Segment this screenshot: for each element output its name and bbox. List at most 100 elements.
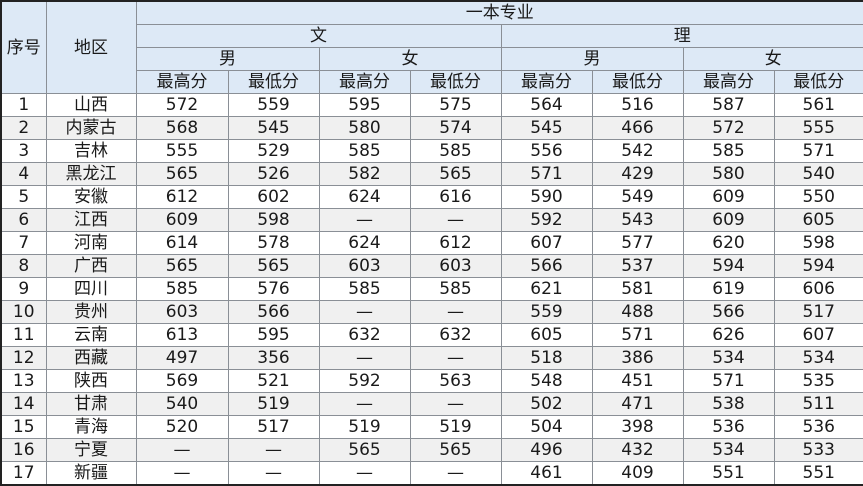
table-row: 1 山西 572 559 595 575 564 516 587 561 [0, 93, 863, 117]
score-cell: 612 [135, 185, 229, 209]
header-stream-arts: 文 [135, 24, 502, 48]
score-cell: 461 [500, 461, 593, 486]
score-cell: 603 [135, 300, 229, 324]
row-region: 云南 [45, 323, 137, 347]
score-cell: 502 [500, 392, 593, 416]
row-region: 广西 [45, 254, 137, 278]
score-cell: — [318, 300, 411, 324]
score-cell: 594 [682, 254, 775, 278]
score-cell: 386 [591, 346, 684, 370]
score-cell: 582 [318, 162, 411, 186]
score-cell: 529 [227, 139, 320, 163]
score-cell: 607 [500, 231, 593, 255]
score-cell: 598 [227, 208, 320, 232]
table-row: 9 四川 585 576 585 585 621 581 619 606 [0, 277, 863, 301]
score-cell: 535 [773, 369, 863, 393]
score-cell: — [409, 346, 502, 370]
header-index: 序号 [0, 0, 47, 94]
score-cell: 603 [409, 254, 502, 278]
score-cell: 534 [682, 438, 775, 462]
score-cell: 614 [135, 231, 229, 255]
row-index: 17 [0, 461, 47, 486]
score-cell: 569 [135, 369, 229, 393]
score-cell: 451 [591, 369, 684, 393]
score-cell: 592 [500, 208, 593, 232]
row-region: 宁夏 [45, 438, 137, 462]
score-cell: 632 [409, 323, 502, 347]
score-cell: 516 [591, 93, 684, 117]
score-cell: 521 [227, 369, 320, 393]
table-row: 6 江西 609 598— —592 543 609 605 [0, 208, 863, 232]
score-cell: 580 [318, 116, 411, 140]
score-cell: 581 [591, 277, 684, 301]
score-cell: 533 [773, 438, 863, 462]
score-cell: 555 [135, 139, 229, 163]
header-gender: 女 [318, 47, 502, 71]
score-cell: 619 [682, 277, 775, 301]
score-cell: 565 [227, 254, 320, 278]
score-cell: 606 [773, 277, 863, 301]
score-cell: — [409, 300, 502, 324]
row-index: 11 [0, 323, 47, 347]
score-cell: — [318, 346, 411, 370]
row-region: 四川 [45, 277, 137, 301]
score-cell: 587 [682, 93, 775, 117]
score-cell: 565 [409, 438, 502, 462]
score-cell: 621 [500, 277, 593, 301]
table-row: 3 吉林 555 529 585 585 556 542 585 571 [0, 139, 863, 163]
row-index: 8 [0, 254, 47, 278]
score-cell: 605 [773, 208, 863, 232]
header-min-score: 最低分 [773, 70, 863, 94]
table-row: 16 宁夏 — —565 565 496 432 534 533 [0, 438, 863, 462]
score-cell: — [409, 392, 502, 416]
score-cell: 609 [682, 185, 775, 209]
score-cell: 551 [682, 461, 775, 486]
score-cell: 559 [227, 93, 320, 117]
row-index: 2 [0, 116, 47, 140]
score-cell: 585 [135, 277, 229, 301]
score-cell: 575 [409, 93, 502, 117]
score-cell: 517 [227, 415, 320, 439]
score-cell: 620 [682, 231, 775, 255]
score-cell: 598 [773, 231, 863, 255]
score-cell: 432 [591, 438, 684, 462]
score-cell: 566 [500, 254, 593, 278]
table-row: 7 河南 614 578 624 612 607 577 620 598 [0, 231, 863, 255]
row-region: 西藏 [45, 346, 137, 370]
score-cell: 555 [773, 116, 863, 140]
score-cell: 613 [135, 323, 229, 347]
row-index: 16 [0, 438, 47, 462]
header-gender: 男 [135, 47, 320, 71]
score-cell: 603 [318, 254, 411, 278]
score-cell: 519 [409, 415, 502, 439]
score-cell: 496 [500, 438, 593, 462]
score-cell: 585 [318, 277, 411, 301]
row-index: 12 [0, 346, 47, 370]
table-row: 10 贵州 603 566— —559 488 566 517 [0, 300, 863, 324]
score-cell: 590 [500, 185, 593, 209]
score-cell: 543 [591, 208, 684, 232]
score-cell: 429 [591, 162, 684, 186]
row-index: 13 [0, 369, 47, 393]
score-cell: 537 [591, 254, 684, 278]
score-cell: 488 [591, 300, 684, 324]
score-cell: 607 [773, 323, 863, 347]
row-region: 贵州 [45, 300, 137, 324]
score-cell: 549 [591, 185, 684, 209]
row-region: 甘肃 [45, 392, 137, 416]
score-cell: 466 [591, 116, 684, 140]
row-region: 陕西 [45, 369, 137, 393]
header-max-score: 最高分 [682, 70, 775, 94]
row-region: 黑龙江 [45, 162, 137, 186]
score-cell: 624 [318, 231, 411, 255]
score-cell: — [227, 438, 320, 462]
header-gender: 女 [682, 47, 863, 71]
score-cell: 518 [500, 346, 593, 370]
table-row: 11 云南 613 595 632 632 605 571 626 607 [0, 323, 863, 347]
row-index: 6 [0, 208, 47, 232]
score-cell: 504 [500, 415, 593, 439]
score-cell: 580 [682, 162, 775, 186]
score-cell: 526 [227, 162, 320, 186]
score-cell: 566 [227, 300, 320, 324]
